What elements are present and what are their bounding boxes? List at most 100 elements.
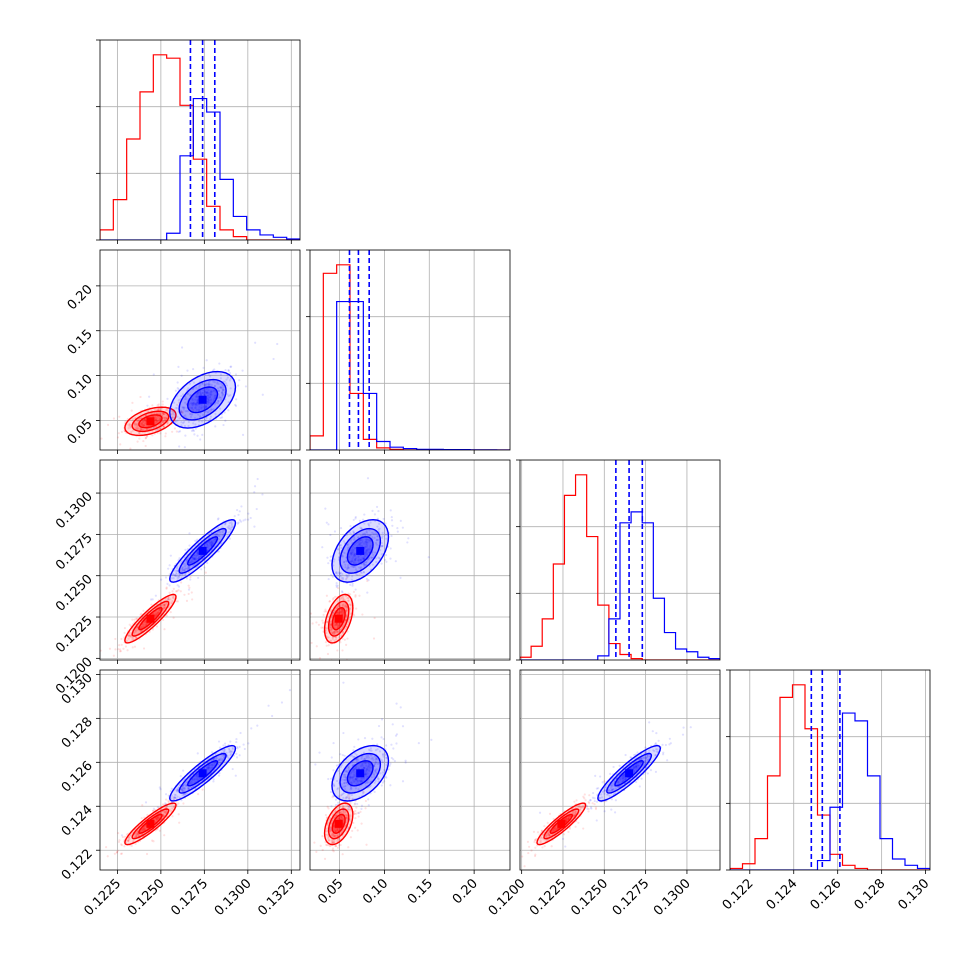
sample-point: [139, 613, 142, 616]
sample-point: [207, 767, 210, 770]
sample-point: [327, 777, 330, 781]
sample-point: [207, 383, 210, 386]
sample-point: [341, 853, 344, 856]
sample-point: [338, 604, 341, 607]
sample-point: [225, 751, 228, 754]
sample-point: [196, 538, 199, 541]
sample-point: [141, 428, 144, 431]
sample-point: [171, 415, 174, 419]
sample-point: [179, 416, 182, 419]
sample-point: [183, 420, 186, 423]
sample-point: [229, 526, 232, 529]
sample-point: [190, 413, 193, 416]
sample-point: [253, 485, 257, 488]
sample-point: [280, 701, 284, 704]
sample-point: [342, 796, 345, 799]
sample-point: [335, 584, 338, 587]
sample-point: [190, 781, 193, 784]
sample-point: [240, 505, 243, 508]
sample-point: [241, 369, 244, 372]
sample-point: [136, 423, 139, 427]
sample-point: [213, 396, 217, 399]
sample-point: [136, 440, 139, 443]
sample-point: [348, 775, 351, 778]
sample-point: [155, 817, 158, 821]
sample-point: [146, 622, 149, 625]
sample-point: [217, 399, 220, 403]
sample-point: [210, 408, 213, 411]
sample-point: [209, 394, 212, 397]
sample-point: [327, 577, 330, 581]
sample-point: [176, 789, 179, 792]
sample-point: [220, 757, 223, 760]
sample-point: [356, 779, 359, 782]
sample-point: [362, 558, 365, 561]
sample-point: [120, 852, 124, 855]
sample-point: [330, 834, 333, 837]
sample-point: [207, 767, 210, 770]
sample-point: [361, 557, 364, 560]
sample-point: [345, 625, 348, 629]
sample-point: [190, 406, 194, 409]
sample-point: [540, 829, 544, 832]
sample-point: [338, 572, 341, 575]
sample-point: [208, 401, 211, 404]
sample-point: [126, 649, 129, 652]
sample-point: [197, 576, 200, 579]
sample-point: [196, 553, 200, 556]
sample-point: [337, 612, 340, 616]
sample-point: [366, 553, 369, 556]
sample-point: [654, 770, 658, 773]
sample-point: [155, 818, 158, 821]
sample-point: [389, 784, 392, 787]
sample-point: [184, 434, 187, 437]
sample-point: [181, 406, 185, 409]
sample-point: [322, 613, 325, 616]
sample-point: [172, 796, 175, 799]
sample-point: [206, 402, 209, 406]
sample-point: [565, 817, 568, 820]
sample-point: [374, 769, 377, 772]
sample-point: [353, 774, 357, 777]
sample-point: [116, 849, 119, 852]
sample-point: [640, 777, 643, 780]
sample-point: [167, 598, 170, 601]
sample-point: [377, 780, 380, 783]
sample-point: [194, 776, 197, 780]
sample-point: [350, 560, 353, 563]
sample-point: [139, 412, 142, 415]
sample-point: [344, 775, 347, 779]
sample-point: [163, 419, 166, 423]
sample-point: [175, 430, 178, 433]
sample-point: [372, 637, 376, 640]
sample-point: [376, 777, 379, 781]
sample-point: [128, 423, 131, 426]
sample-point: [176, 600, 179, 603]
sample-point: [213, 762, 216, 765]
sample-point: [329, 533, 332, 537]
sample-point: [373, 790, 376, 793]
sample-point: [357, 558, 360, 562]
sample-point: [337, 817, 341, 820]
sample-point: [207, 398, 210, 402]
sample-point: [329, 626, 332, 629]
sample-point: [374, 749, 378, 752]
sample-point: [191, 397, 194, 400]
sample-point: [350, 551, 354, 554]
sample-point: [223, 742, 227, 745]
sample-point: [373, 781, 376, 784]
sample-point: [181, 789, 184, 793]
sample-point: [144, 436, 148, 440]
sample-point: [610, 808, 613, 811]
sample-point: [342, 731, 345, 735]
sample-point: [210, 766, 213, 769]
sample-point: [539, 836, 543, 840]
sample-point: [324, 641, 328, 644]
sample-point: [384, 753, 387, 756]
sample-point: [353, 812, 356, 815]
sample-point: [221, 388, 224, 391]
sample-point: [156, 404, 159, 407]
sample-point: [366, 781, 369, 784]
sample-point: [315, 621, 318, 624]
sample-point: [166, 421, 170, 424]
